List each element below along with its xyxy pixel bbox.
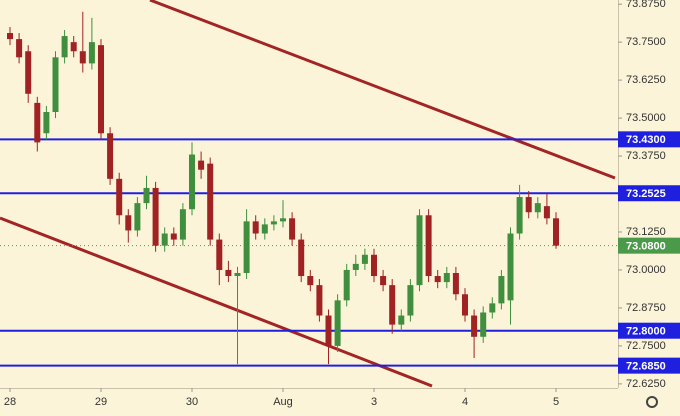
candle-body	[298, 239, 305, 277]
candle-body	[553, 218, 559, 246]
candle-body	[416, 215, 423, 286]
candle-body	[234, 272, 241, 277]
candle-body	[462, 294, 468, 316]
level-label-box	[618, 322, 680, 339]
y-tick-label: 73.1250	[626, 226, 666, 238]
candle-body	[134, 203, 141, 231]
candle-body	[543, 206, 550, 219]
candle-body	[398, 315, 405, 325]
candle-body	[125, 215, 132, 231]
trend-line	[149, 0, 616, 180]
candle-body	[43, 111, 50, 134]
candle-body	[207, 163, 214, 240]
candle-body	[489, 303, 496, 313]
candle-body	[88, 42, 95, 64]
candle-body	[270, 221, 277, 225]
level-label: 73.4300	[626, 134, 666, 146]
candle-body	[179, 209, 186, 240]
candle-body	[98, 45, 104, 134]
candle-body	[252, 221, 259, 234]
candle-body	[516, 197, 523, 234]
candle-body	[407, 285, 414, 316]
last-price-label: 73.0800	[626, 241, 666, 253]
level-label: 72.8000	[626, 326, 666, 338]
y-tick-label: 72.8750	[626, 302, 666, 314]
gear[interactable]	[646, 396, 658, 408]
candle-body	[343, 269, 350, 301]
y-tick-label: 73.0000	[626, 264, 666, 276]
candle-body	[389, 285, 396, 325]
x-tick-label: 5	[553, 396, 559, 408]
y-tick-label: 73.8750	[626, 0, 666, 10]
candle-body	[243, 221, 250, 273]
y-tick-label: 73.5000	[626, 112, 666, 124]
level-label-box	[618, 131, 680, 148]
x-tick-label: 29	[95, 396, 107, 408]
candle-body	[107, 133, 114, 179]
candle-body	[225, 269, 232, 277]
candle-body	[525, 197, 532, 213]
candle-body	[316, 285, 323, 316]
candle-body	[352, 263, 359, 270]
candle-body	[152, 187, 159, 246]
level-label: 73.2525	[626, 188, 666, 200]
level-label: 72.6850	[626, 361, 666, 373]
candle-body	[371, 254, 377, 277]
y-tick-label: 72.6250	[626, 378, 666, 390]
candle-body	[170, 233, 177, 240]
level-label-box	[618, 357, 680, 374]
candle-body	[498, 276, 505, 304]
settings-icon[interactable]	[646, 396, 658, 408]
candle-body	[289, 218, 296, 240]
candle-body	[434, 276, 441, 283]
x-tick-label: 3	[371, 396, 377, 408]
y-tick-label: 73.7500	[626, 36, 666, 48]
y-tick-label: 72.7500	[626, 340, 666, 352]
candle-body	[34, 102, 41, 143]
candle-body	[361, 254, 368, 264]
candle-body	[7, 33, 13, 40]
candle-body	[280, 218, 286, 222]
candle-body	[16, 39, 23, 58]
candle-body	[380, 276, 387, 286]
y-tick-label: 73.6250	[626, 74, 666, 86]
x-tick-label: 28	[4, 396, 16, 408]
candle-body	[507, 233, 514, 301]
candle-body	[79, 51, 86, 64]
last-price-box	[618, 237, 680, 254]
candle-body	[143, 187, 150, 204]
candle-body	[334, 300, 341, 346]
candle-body	[534, 203, 541, 213]
candle-body	[161, 233, 168, 246]
candle-body	[61, 36, 68, 58]
candle-body	[261, 224, 268, 234]
candle-body	[443, 272, 450, 283]
candle-body	[307, 276, 314, 286]
x-tick-label: Aug	[273, 396, 293, 408]
candle-body	[452, 272, 459, 295]
candle-body	[198, 160, 205, 170]
candle-body	[325, 315, 332, 346]
candle-body	[471, 315, 478, 337]
candle-body	[480, 312, 487, 337]
candle-body	[425, 215, 432, 277]
candle-body	[25, 51, 32, 94]
candle-body	[70, 42, 77, 52]
candle-body	[189, 154, 195, 210]
candle-body	[116, 178, 123, 216]
level-label-box	[618, 185, 680, 202]
y-tick-label: 73.3750	[626, 150, 666, 162]
candle-body	[216, 239, 223, 270]
x-tick-label: 4	[462, 396, 468, 408]
x-tick-label: 30	[186, 396, 198, 408]
candle-body	[52, 57, 59, 112]
